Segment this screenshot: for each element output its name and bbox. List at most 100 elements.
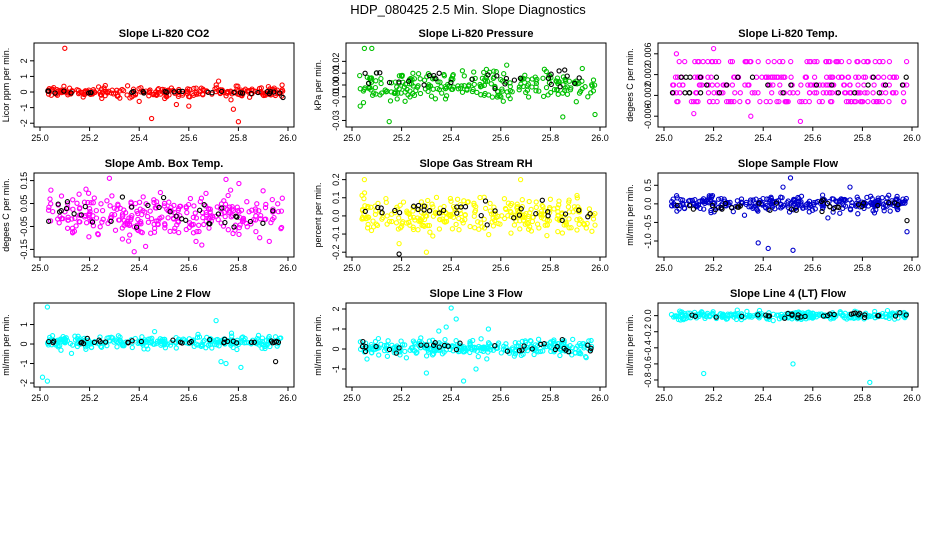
y-tick-label: -2 [19, 119, 29, 127]
x-tick-label: 25.0 [655, 393, 673, 403]
data-point [162, 336, 168, 343]
data-point [696, 82, 703, 88]
data-point [904, 229, 910, 235]
data-point [418, 335, 424, 341]
data-point [195, 331, 201, 338]
data-point [785, 310, 791, 317]
data-point [374, 222, 381, 229]
data-point [808, 58, 814, 65]
data-point [690, 98, 697, 105]
data-point [551, 337, 557, 343]
x-tick-label: 25.8 [854, 133, 872, 143]
y-tick-label: 0 [19, 90, 29, 95]
data-point [775, 204, 782, 210]
data-point [876, 90, 882, 96]
data-point [839, 197, 845, 203]
data-point [132, 200, 139, 207]
data-point [423, 249, 430, 255]
data-point [736, 314, 743, 320]
data-point [442, 85, 449, 92]
data-point [234, 204, 240, 210]
data-point [236, 339, 242, 346]
data-point [467, 341, 473, 348]
data-point [428, 93, 435, 99]
data-point [564, 91, 571, 97]
data-point [361, 176, 368, 183]
plot-frame [657, 302, 919, 388]
data-point [421, 82, 427, 88]
data-point [83, 186, 89, 192]
data-point [708, 58, 715, 65]
data-point [533, 211, 539, 217]
data-point [278, 224, 285, 231]
data-point [590, 216, 597, 222]
data-point [408, 81, 415, 87]
data-point [676, 58, 682, 65]
data-point [527, 337, 534, 344]
data-point [275, 208, 282, 215]
data-point [426, 338, 433, 344]
x-tick-label: 25.2 [81, 263, 99, 273]
data-point [192, 210, 198, 216]
data-point [486, 231, 492, 238]
data-point [472, 225, 478, 231]
data-point [547, 72, 553, 79]
x-tick-label: 25.4 [130, 393, 148, 403]
data-point [111, 205, 117, 211]
data-point [501, 196, 508, 202]
chart-panel: Slope Gas Stream RH 25.0 25.2 25.4 25.6 25.8 2… [313, 158, 609, 273]
data-point [129, 204, 135, 210]
data-point [156, 204, 162, 211]
data-point [440, 207, 447, 214]
data-point [814, 58, 820, 65]
data-point [201, 202, 207, 208]
data-point [540, 348, 546, 354]
data-point [805, 82, 811, 88]
data-point [865, 98, 871, 105]
data-point [404, 208, 410, 214]
data-point [556, 68, 562, 74]
data-point [548, 71, 554, 77]
data-point [806, 98, 812, 105]
data-point [58, 89, 64, 96]
data-point [788, 58, 794, 65]
data-point [574, 192, 580, 199]
data-point [825, 215, 831, 221]
data-point [410, 226, 417, 233]
data-point [164, 206, 170, 212]
data-point [511, 222, 518, 228]
data-point [78, 89, 84, 96]
data-point [568, 348, 574, 355]
data-point [126, 215, 132, 221]
data-point [798, 193, 805, 199]
x-tick-label: 25.2 [393, 133, 411, 143]
data-point [212, 86, 218, 92]
data-point [471, 69, 477, 75]
data-point [806, 209, 812, 215]
data-point [384, 353, 391, 359]
data-point [556, 78, 562, 85]
data-point [545, 209, 551, 215]
data-point [795, 198, 802, 204]
data-point [368, 341, 374, 348]
data-point [462, 212, 468, 218]
data-point [540, 203, 546, 210]
data-point [110, 91, 117, 97]
data-point [436, 344, 442, 350]
data-point [903, 312, 909, 318]
data-point [402, 98, 408, 104]
data-point [372, 211, 379, 218]
data-point [203, 212, 210, 218]
data-point [467, 223, 473, 230]
data-point [396, 240, 402, 247]
data-point [788, 74, 794, 80]
data-point [278, 208, 285, 214]
data-point [221, 198, 227, 204]
data-point [708, 194, 715, 201]
data-point [535, 336, 542, 342]
data-point [157, 215, 163, 221]
data-point [528, 228, 535, 234]
data-point [872, 58, 878, 65]
data-point [778, 311, 784, 318]
data-point [672, 74, 679, 80]
